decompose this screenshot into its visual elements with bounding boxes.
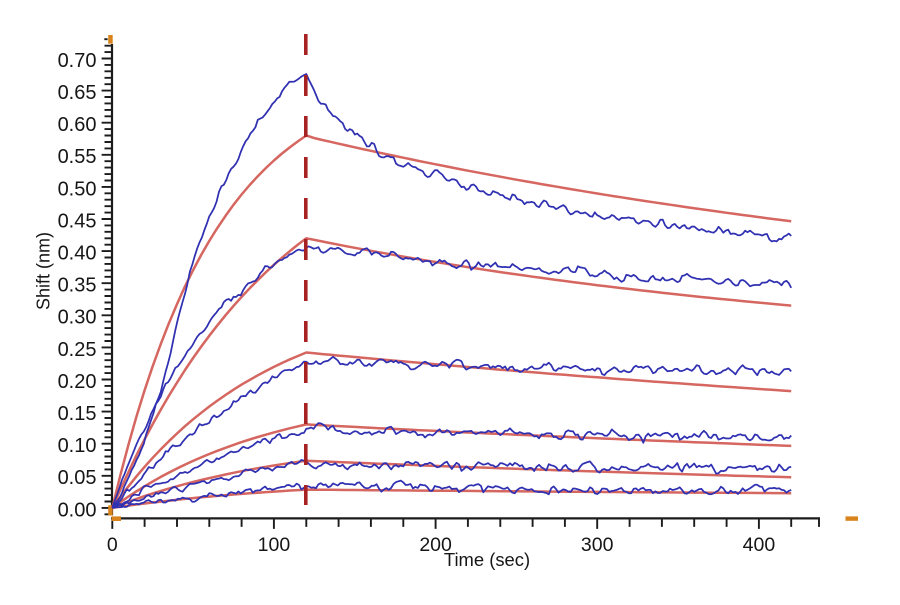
svg-text:0.60: 0.60 xyxy=(58,114,97,136)
svg-text:0.25: 0.25 xyxy=(58,339,97,361)
svg-text:0.40: 0.40 xyxy=(58,243,97,265)
svg-text:Shift (nm): Shift (nm) xyxy=(34,232,54,310)
svg-text:0.65: 0.65 xyxy=(58,82,97,104)
svg-text:400: 400 xyxy=(743,534,776,556)
svg-text:0.70: 0.70 xyxy=(58,50,97,72)
svg-text:200: 200 xyxy=(419,534,452,556)
svg-text:300: 300 xyxy=(581,534,614,556)
svg-text:Time (sec): Time (sec) xyxy=(444,549,530,570)
svg-text:0.30: 0.30 xyxy=(58,307,97,329)
svg-text:0.05: 0.05 xyxy=(58,467,97,489)
svg-text:0.55: 0.55 xyxy=(58,146,97,168)
svg-text:0.35: 0.35 xyxy=(58,275,97,297)
svg-text:0.00: 0.00 xyxy=(58,499,97,521)
svg-text:0.15: 0.15 xyxy=(58,403,97,425)
svg-text:100: 100 xyxy=(258,534,291,556)
svg-text:0.45: 0.45 xyxy=(58,210,97,232)
svg-text:0.50: 0.50 xyxy=(58,178,97,200)
svg-text:0.10: 0.10 xyxy=(58,435,97,457)
svg-text:0: 0 xyxy=(107,534,118,556)
svg-text:0.20: 0.20 xyxy=(58,371,97,393)
